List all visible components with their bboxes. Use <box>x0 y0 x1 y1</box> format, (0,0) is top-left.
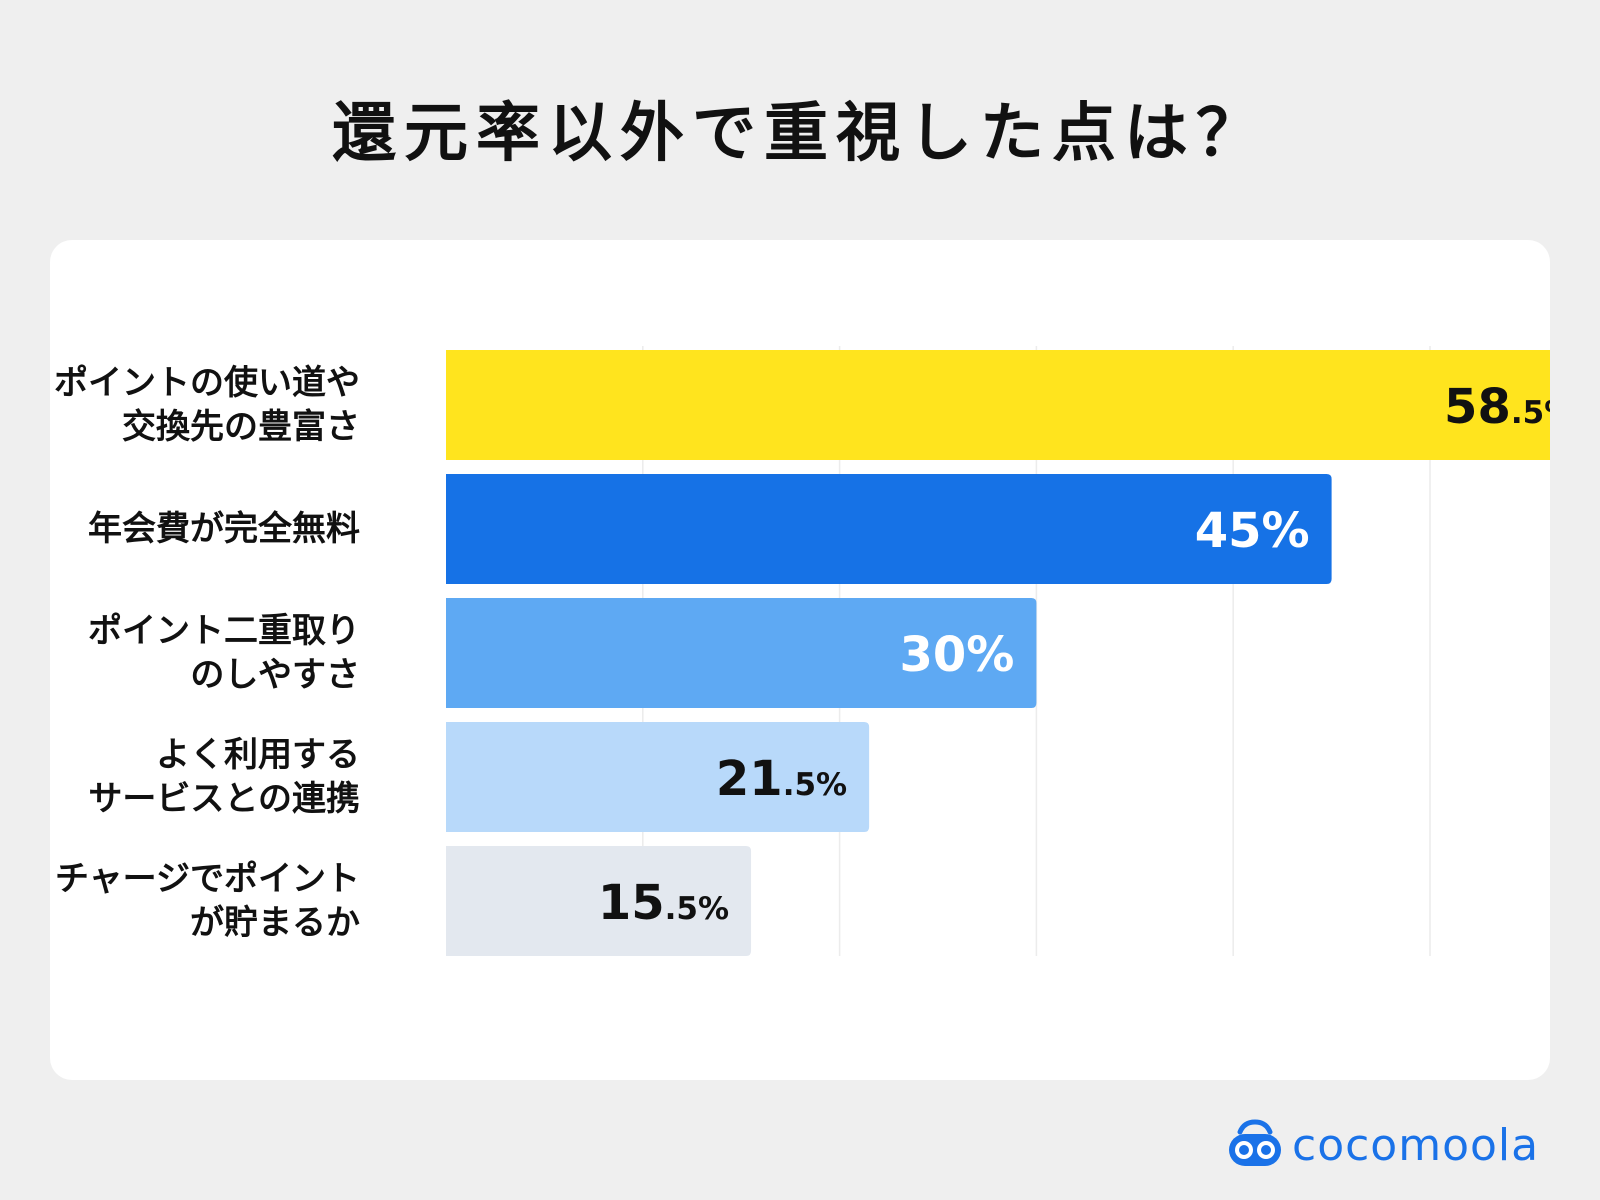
bar-chart: 58.5%45%30%21.5%15.5% <box>446 346 1550 956</box>
value-label-decimal: .5% <box>665 891 729 927</box>
chart-card: 58.5%45%30%21.5%15.5% ポイントの使い道や 交換先の豊富さ年… <box>50 240 1550 1080</box>
bar-4 <box>446 722 870 832</box>
bar-3 <box>446 598 1037 708</box>
value-label-main: 58 <box>1444 379 1511 435</box>
category-label-4: よく利用する サービスとの連携 <box>88 735 360 819</box>
chart-title: 還元率以外で重視した点は？ <box>332 97 1268 171</box>
value-label-decimal: .5% <box>1511 395 1550 431</box>
value-label-decimal: .5% <box>783 767 847 803</box>
bar-5 <box>446 846 752 956</box>
category-label-2: 年会費が完全無料 <box>88 509 360 549</box>
value-label-2: 45% <box>1195 503 1310 559</box>
value-label-3: 30% <box>900 627 1015 683</box>
value-label-5: 15.5% <box>598 875 729 931</box>
category-label-3: ポイント二重取り のしやすさ <box>88 611 360 695</box>
value-label-main: 15 <box>598 875 665 931</box>
brand-name: cocomoola <box>1292 1120 1540 1171</box>
value-label-main: 45% <box>1195 503 1310 559</box>
value-label-4: 21.5% <box>716 751 847 807</box>
category-label-1: ポイントの使い道や 交換先の豊富さ <box>54 363 360 447</box>
brand-logo: cocomoola <box>1226 1118 1556 1174</box>
bar-2 <box>446 474 1332 584</box>
cocomoola-logo-icon <box>1229 1119 1281 1166</box>
value-label-main: 21 <box>716 751 783 807</box>
category-label-5: チャージでポイント が貯まるか <box>55 859 360 943</box>
value-label-main: 30% <box>900 627 1015 683</box>
bar-1 <box>446 350 1550 460</box>
value-label-1: 58.5% <box>1444 379 1550 435</box>
